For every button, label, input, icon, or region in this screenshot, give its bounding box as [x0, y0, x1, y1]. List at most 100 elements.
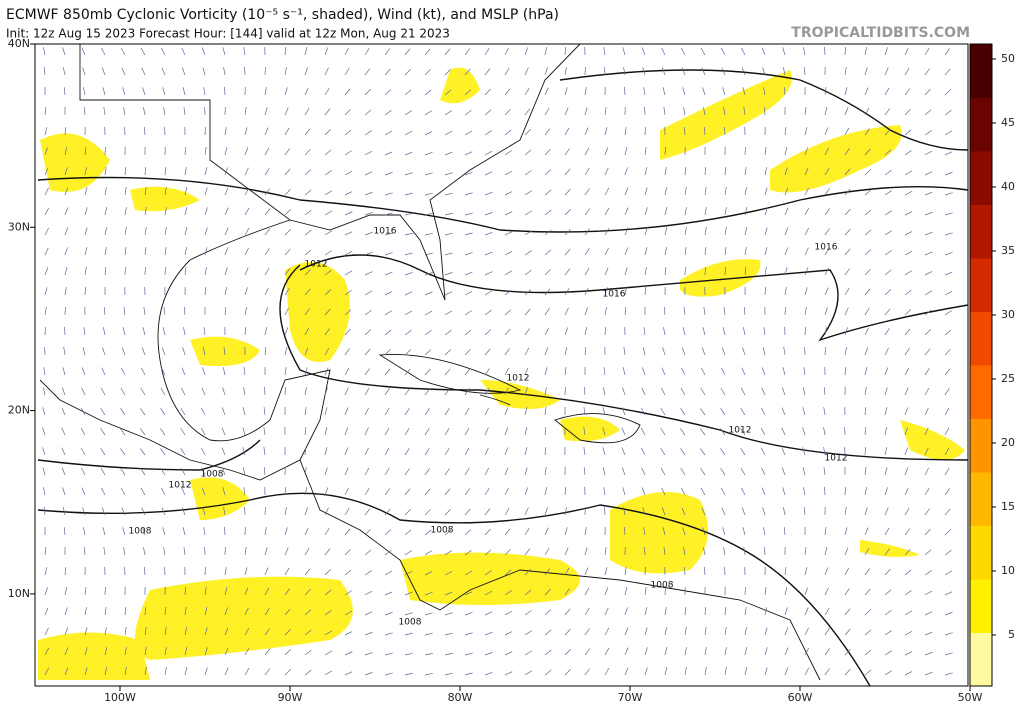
wind-barb [324, 289, 332, 296]
wind-barb [82, 67, 86, 76]
wind-barb [724, 126, 726, 136]
wind-barb [484, 309, 492, 316]
wind-barb [864, 327, 869, 336]
wind-barb [83, 527, 86, 536]
wind-barb [264, 668, 271, 676]
wind-barb [661, 67, 666, 76]
wind-barb [304, 67, 308, 76]
wind-barb [664, 607, 667, 616]
wind-barb [904, 270, 912, 276]
wind-barb [222, 487, 226, 496]
wind-barb [464, 672, 473, 676]
wind-barb [864, 426, 867, 436]
wind-barb [344, 348, 350, 356]
wind-barb [884, 230, 892, 236]
wind-barb [364, 508, 371, 516]
wind-barb [264, 208, 271, 216]
wind-barb [704, 207, 707, 216]
wind-barb [584, 267, 590, 276]
wind-barb [864, 169, 871, 176]
wind-barb [644, 247, 648, 256]
wind-barb [604, 607, 609, 616]
wind-barb [324, 630, 332, 636]
wind-barb [844, 67, 847, 76]
wind-barb [944, 171, 953, 176]
wind-barb [304, 47, 308, 56]
wind-barb [660, 428, 666, 436]
wind-barb [404, 672, 413, 676]
wind-barb [64, 247, 68, 256]
wind-barb [762, 67, 766, 76]
wind-barb [103, 547, 106, 556]
wind-barb [160, 47, 166, 56]
wind-barb [43, 67, 46, 76]
wind-barb [404, 89, 412, 96]
wind-barb [884, 47, 888, 56]
wind-barb [284, 148, 290, 156]
wind-barb [304, 189, 312, 196]
colorbar-tick-label: 25 [1001, 372, 1015, 385]
wind-barb [384, 652, 393, 656]
wind-barb [264, 188, 270, 196]
wind-barb [404, 252, 413, 256]
wind-barb [644, 227, 648, 236]
wind-barb [564, 209, 571, 216]
wind-barb [424, 368, 431, 376]
wind-barb [44, 107, 47, 116]
wind-barb [444, 529, 452, 536]
wind-barb [624, 667, 629, 676]
wind-barb [924, 467, 929, 476]
wind-barb [484, 671, 493, 676]
wind-barb [181, 67, 186, 76]
wind-barb [264, 547, 268, 556]
wind-barb [661, 367, 666, 376]
wind-barb [244, 547, 247, 556]
wind-barb [404, 310, 413, 316]
wind-barb [844, 608, 851, 616]
wind-barb [884, 387, 888, 396]
wind-barb [104, 647, 108, 656]
wind-barb [203, 327, 206, 336]
wind-barb [824, 527, 827, 536]
wind-barb [864, 467, 867, 476]
wind-barb [724, 207, 727, 216]
wind-barb [64, 667, 69, 676]
wind-barb [144, 647, 147, 656]
wind-barb [244, 267, 249, 276]
wind-barb [804, 567, 808, 576]
wind-barb [144, 627, 147, 636]
wind-barb [644, 167, 648, 176]
wind-barb [504, 289, 512, 296]
wind-barb [120, 47, 126, 56]
wind-barb [160, 487, 166, 496]
wind-barb [524, 630, 532, 636]
wind-barb [824, 287, 829, 296]
wind-barb [944, 290, 953, 296]
wind-barb [884, 487, 888, 496]
wind-barb [141, 507, 146, 516]
wind-barb [123, 307, 126, 316]
wind-barb [200, 427, 206, 436]
wind-barb [544, 67, 548, 76]
wind-barb [264, 608, 270, 616]
wind-barb [424, 672, 433, 676]
wind-barb [263, 447, 266, 456]
wind-barb [924, 191, 933, 196]
wind-barb [61, 387, 66, 396]
wind-barb [384, 488, 391, 496]
wind-barb [202, 67, 206, 76]
wind-barb [140, 428, 146, 436]
wind-barb [524, 589, 532, 596]
wind-barb [104, 267, 107, 276]
wind-barb [80, 427, 86, 436]
wind-barb [141, 347, 146, 356]
wind-barb [224, 307, 227, 316]
wind-barb [864, 128, 870, 136]
wind-barb [784, 306, 786, 316]
wind-barb [141, 367, 146, 376]
wind-barb [444, 192, 453, 196]
wind-barb [424, 653, 433, 656]
map-content [37, 43, 969, 687]
wind-barb [201, 487, 206, 496]
wind-barb [202, 367, 206, 376]
